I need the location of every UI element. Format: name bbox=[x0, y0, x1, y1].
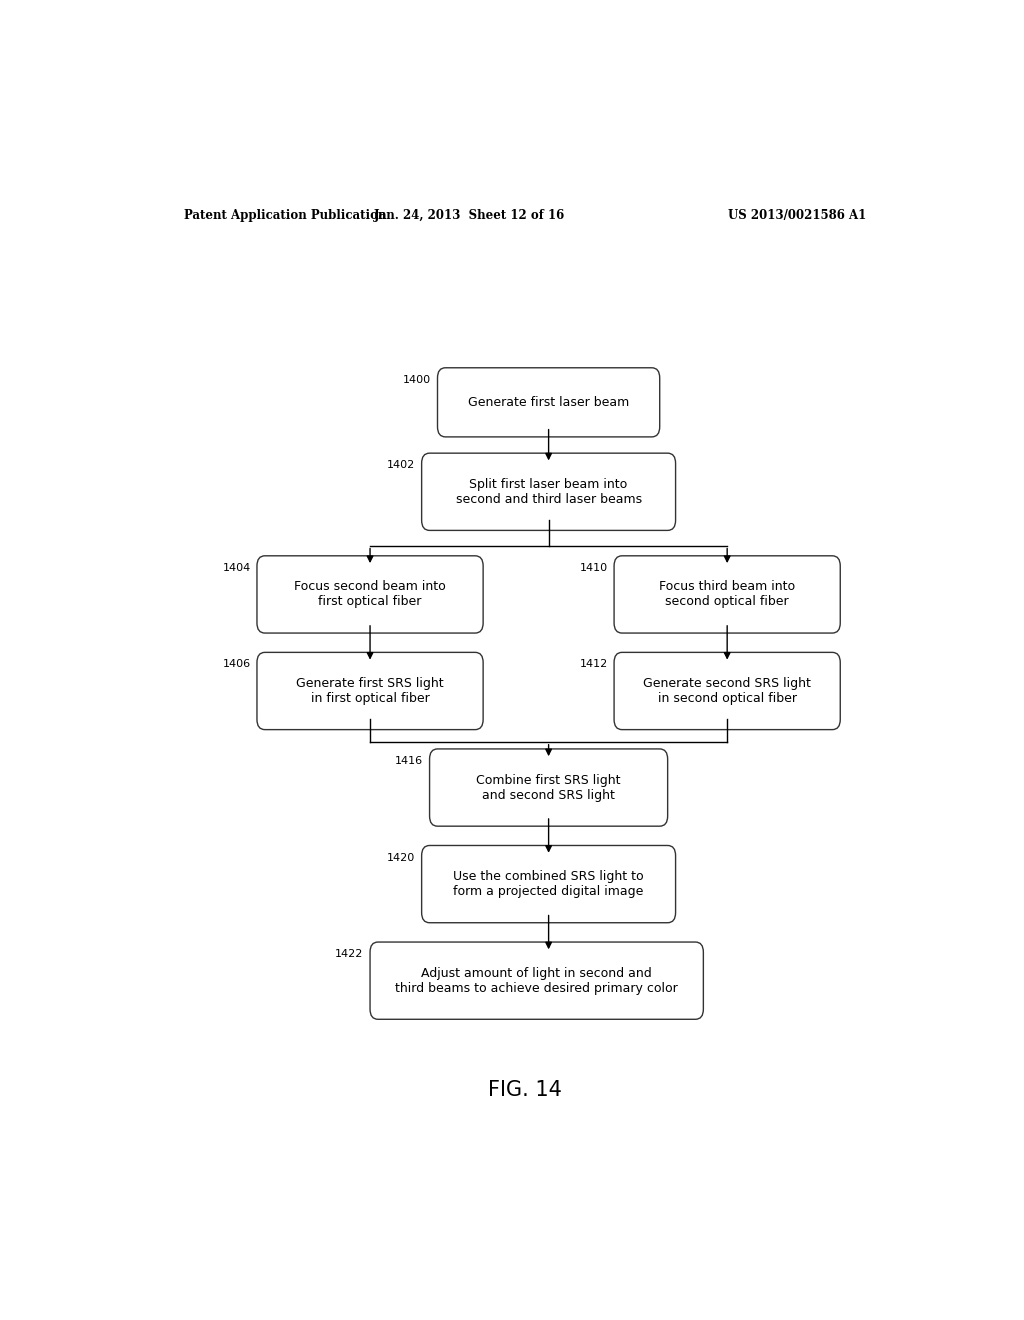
Text: Combine first SRS light
and second SRS light: Combine first SRS light and second SRS l… bbox=[476, 774, 621, 801]
Text: 1402: 1402 bbox=[387, 461, 416, 470]
Text: Focus second beam into
first optical fiber: Focus second beam into first optical fib… bbox=[294, 581, 445, 609]
Text: Generate second SRS light
in second optical fiber: Generate second SRS light in second opti… bbox=[643, 677, 811, 705]
Text: Focus third beam into
second optical fiber: Focus third beam into second optical fib… bbox=[659, 581, 796, 609]
FancyBboxPatch shape bbox=[430, 748, 668, 826]
Text: Use the combined SRS light to
form a projected digital image: Use the combined SRS light to form a pro… bbox=[454, 870, 644, 898]
Text: 1400: 1400 bbox=[403, 375, 431, 385]
Text: 1416: 1416 bbox=[395, 756, 423, 766]
Text: Patent Application Publication: Patent Application Publication bbox=[183, 209, 386, 222]
Text: 1406: 1406 bbox=[222, 660, 251, 669]
FancyBboxPatch shape bbox=[422, 846, 676, 923]
Text: Generate first laser beam: Generate first laser beam bbox=[468, 396, 629, 409]
FancyBboxPatch shape bbox=[257, 556, 483, 634]
Text: Generate first SRS light
in first optical fiber: Generate first SRS light in first optica… bbox=[296, 677, 443, 705]
Text: FIG. 14: FIG. 14 bbox=[487, 1081, 562, 1101]
FancyBboxPatch shape bbox=[257, 652, 483, 730]
Text: 1412: 1412 bbox=[580, 660, 607, 669]
FancyBboxPatch shape bbox=[614, 556, 841, 634]
Text: 1420: 1420 bbox=[387, 853, 416, 862]
FancyBboxPatch shape bbox=[437, 368, 659, 437]
FancyBboxPatch shape bbox=[422, 453, 676, 531]
Text: Adjust amount of light in second and
third beams to achieve desired primary colo: Adjust amount of light in second and thi… bbox=[395, 966, 678, 995]
Text: 1422: 1422 bbox=[335, 949, 364, 960]
FancyBboxPatch shape bbox=[370, 942, 703, 1019]
Text: 1404: 1404 bbox=[222, 562, 251, 573]
Text: 1410: 1410 bbox=[580, 562, 607, 573]
Text: US 2013/0021586 A1: US 2013/0021586 A1 bbox=[728, 209, 866, 222]
FancyBboxPatch shape bbox=[614, 652, 841, 730]
Text: Split first laser beam into
second and third laser beams: Split first laser beam into second and t… bbox=[456, 478, 642, 506]
Text: Jan. 24, 2013  Sheet 12 of 16: Jan. 24, 2013 Sheet 12 of 16 bbox=[374, 209, 565, 222]
